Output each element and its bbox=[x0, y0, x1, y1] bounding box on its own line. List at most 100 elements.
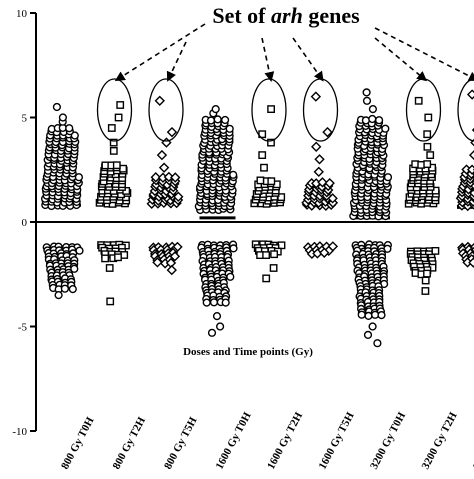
annotation-arrow bbox=[293, 38, 323, 80]
data-point bbox=[114, 162, 120, 168]
annotation-title: Set of arh genes bbox=[212, 3, 360, 28]
x-tick-label: 3200 Gy T0H bbox=[368, 410, 408, 471]
data-point bbox=[230, 171, 237, 178]
arh-highlight-ellipse bbox=[458, 79, 474, 141]
data-point-outlier bbox=[168, 266, 176, 274]
data-point-outlier bbox=[364, 97, 371, 104]
highlight-layer bbox=[98, 24, 474, 141]
data-point-outlier bbox=[156, 97, 164, 105]
data-point bbox=[230, 245, 237, 252]
data-point bbox=[211, 299, 218, 306]
data-point bbox=[263, 252, 269, 258]
data-point bbox=[102, 255, 108, 261]
data-point-outlier bbox=[259, 152, 265, 158]
data-point-outlier bbox=[261, 165, 267, 171]
data-point-outlier bbox=[209, 329, 216, 336]
data-point-outlier bbox=[424, 131, 430, 137]
annotation-arrow bbox=[375, 38, 426, 80]
data-point bbox=[208, 117, 215, 124]
annotation-italic: arh bbox=[271, 3, 303, 28]
data-point-outlier bbox=[416, 98, 422, 104]
data-point bbox=[222, 117, 229, 124]
data-point-outlier bbox=[115, 114, 121, 120]
labels-layer: Set of arh genes Doses and Time points (… bbox=[59, 3, 474, 471]
data-point bbox=[222, 299, 229, 306]
data-point-outlier bbox=[427, 152, 433, 158]
data-point-outlier bbox=[111, 148, 117, 154]
data-point bbox=[115, 254, 121, 260]
data-point-outlier bbox=[54, 104, 61, 111]
data-point-outlier bbox=[160, 163, 168, 171]
data-point-outlier bbox=[217, 323, 224, 330]
data-point-outlier bbox=[55, 292, 62, 299]
data-point-outlier bbox=[422, 288, 428, 294]
data-point bbox=[257, 177, 263, 183]
data-point bbox=[424, 270, 430, 276]
y-tick-label: -10 bbox=[12, 426, 27, 438]
x-tick-label: 1600 Gy T0H bbox=[214, 410, 254, 471]
data-point bbox=[382, 125, 389, 132]
data-point-outlier bbox=[315, 168, 323, 176]
data-point-outlier bbox=[270, 265, 276, 271]
data-point bbox=[378, 312, 385, 319]
data-point-outlier bbox=[212, 106, 219, 113]
axes-layer: -10 -5 0 5 10 bbox=[12, 8, 474, 438]
data-point bbox=[271, 251, 277, 257]
x-tick-label: 800 Gy T0H bbox=[59, 415, 97, 472]
annotation-arrow bbox=[117, 24, 206, 80]
data-point bbox=[69, 286, 76, 293]
data-point bbox=[385, 174, 392, 181]
data-point bbox=[432, 248, 438, 254]
data-point-outlier bbox=[315, 155, 323, 163]
annotation-arrow bbox=[262, 38, 271, 80]
x-tick-label: 800 Gy T5H bbox=[162, 415, 200, 472]
data-point-outlier bbox=[168, 128, 176, 136]
y-tick-label: 10 bbox=[16, 8, 28, 20]
y-tick-label: 0 bbox=[22, 217, 28, 229]
annotation-arrow bbox=[375, 28, 474, 80]
data-point-outlier bbox=[365, 332, 372, 339]
x-tick-label: 1600 Gy T5H bbox=[317, 410, 357, 471]
data-point-outlier bbox=[312, 92, 320, 100]
data-point-outlier bbox=[470, 151, 474, 159]
y-tick-label: -5 bbox=[18, 322, 28, 334]
data-point-outlier bbox=[374, 340, 381, 347]
data-point-outlier bbox=[162, 138, 170, 146]
data-point-outlier bbox=[312, 143, 320, 151]
data-point bbox=[203, 299, 210, 306]
data-point bbox=[120, 166, 126, 172]
data-point-outlier bbox=[423, 277, 429, 283]
data-point-outlier bbox=[214, 313, 221, 320]
data-point bbox=[376, 117, 383, 124]
data-point-outlier bbox=[107, 298, 113, 304]
data-point-outlier bbox=[107, 265, 113, 271]
data-point bbox=[358, 311, 365, 318]
data-point-outlier bbox=[468, 90, 474, 98]
x-tick-label: 3200 Gy T2H bbox=[420, 410, 460, 471]
data-point-outlier bbox=[424, 144, 430, 150]
data-point bbox=[121, 252, 127, 258]
data-point-outlier bbox=[370, 106, 377, 113]
data-point bbox=[66, 125, 73, 132]
x-tick-label: 1600 Gy T2H bbox=[265, 410, 305, 471]
arh-highlight-ellipse bbox=[304, 79, 338, 141]
data-point-outlier bbox=[268, 106, 274, 112]
data-point-outlier bbox=[60, 114, 67, 121]
data-point bbox=[62, 285, 69, 292]
data-point-outlier bbox=[158, 151, 166, 159]
data-point-outlier bbox=[263, 275, 269, 281]
data-point bbox=[363, 117, 370, 124]
annotation-arrow bbox=[168, 42, 186, 80]
data-point-outlier bbox=[117, 102, 123, 108]
data-point-outlier bbox=[363, 89, 370, 96]
data-point-outlier bbox=[109, 125, 115, 131]
y-tick-label: 5 bbox=[22, 113, 28, 125]
data-point bbox=[268, 178, 274, 184]
arh-highlight-ellipse bbox=[149, 79, 183, 141]
data-point bbox=[365, 313, 372, 320]
x-tick-label: 800 Gy T2H bbox=[111, 415, 149, 472]
data-point bbox=[424, 161, 430, 167]
data-point bbox=[227, 273, 234, 280]
